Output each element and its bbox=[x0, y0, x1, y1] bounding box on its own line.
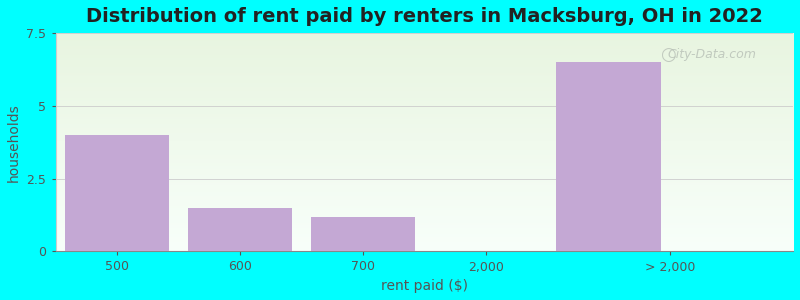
Bar bbox=[557, 62, 661, 251]
Title: Distribution of rent paid by renters in Macksburg, OH in 2022: Distribution of rent paid by renters in … bbox=[86, 7, 762, 26]
Text: ○: ○ bbox=[660, 46, 675, 64]
Bar bbox=[65, 135, 170, 251]
Bar bbox=[310, 217, 415, 251]
Bar bbox=[188, 208, 292, 251]
Text: City-Data.com: City-Data.com bbox=[667, 48, 756, 62]
X-axis label: rent paid ($): rent paid ($) bbox=[381, 279, 468, 293]
Y-axis label: households: households bbox=[7, 103, 21, 182]
